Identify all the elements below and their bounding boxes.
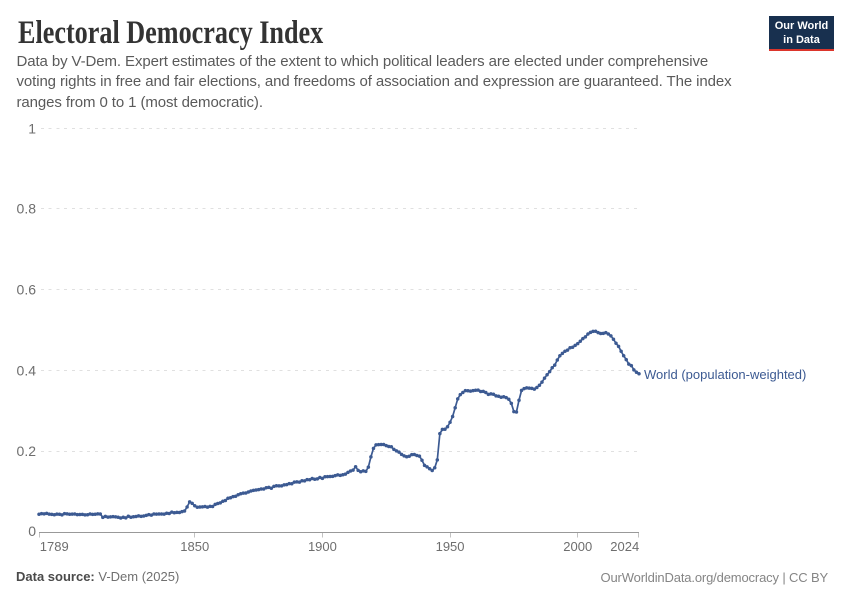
svg-text:1: 1: [28, 120, 36, 136]
svg-text:0.4: 0.4: [17, 362, 37, 378]
svg-text:0: 0: [28, 523, 36, 539]
svg-text:0.2: 0.2: [17, 443, 37, 459]
svg-text:1850: 1850: [180, 539, 209, 554]
svg-text:World (population-weighted): World (population-weighted): [644, 367, 806, 382]
svg-text:0.8: 0.8: [17, 200, 37, 216]
svg-text:1900: 1900: [308, 539, 337, 554]
svg-text:1789: 1789: [40, 539, 69, 554]
svg-text:1950: 1950: [436, 539, 465, 554]
svg-text:2024: 2024: [610, 539, 639, 554]
svg-text:2000: 2000: [563, 539, 592, 554]
svg-text:0.6: 0.6: [17, 281, 37, 297]
